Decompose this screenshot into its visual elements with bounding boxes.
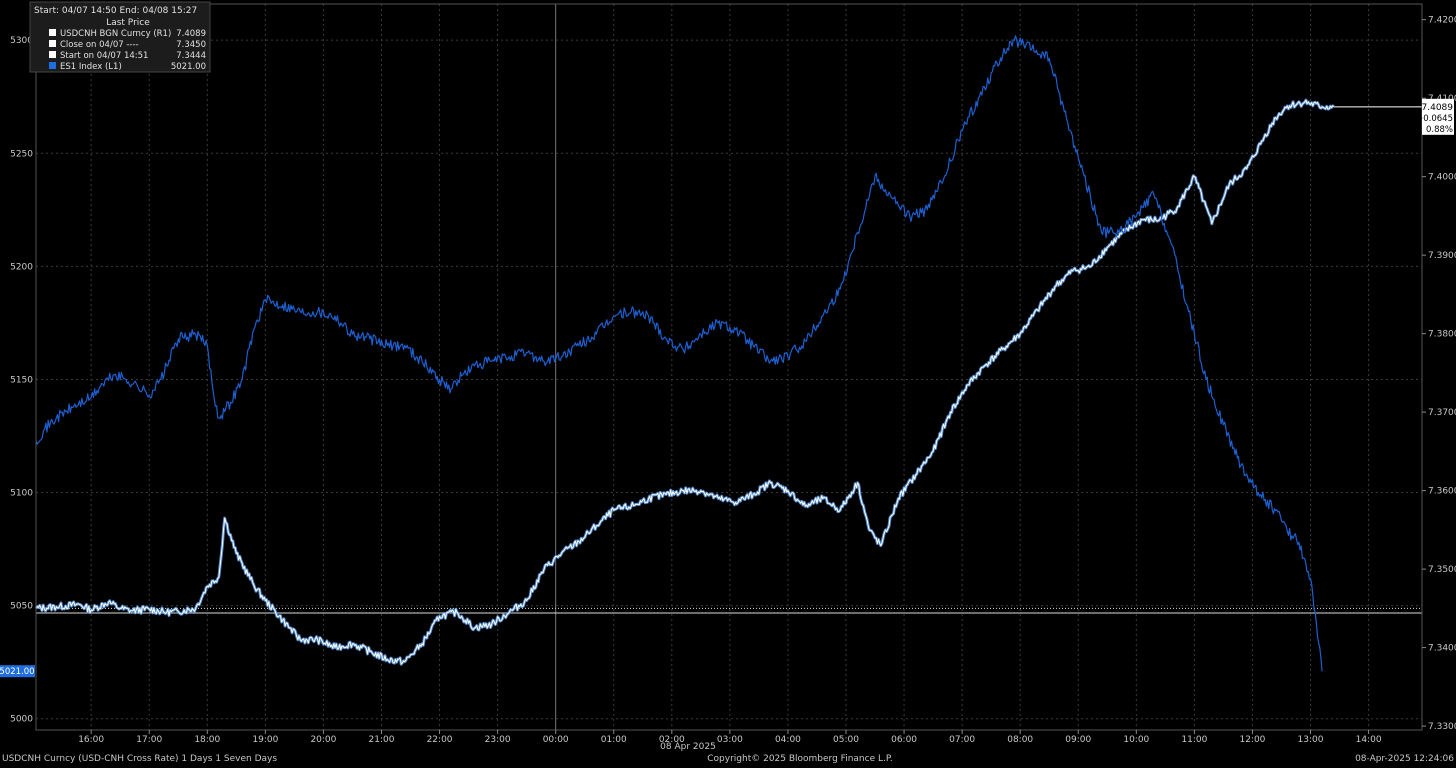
footer-left: USDCNH Curncy (USD-CNH Cross Rate) 1 Day… xyxy=(2,754,277,764)
usdcnh-series-glow xyxy=(34,98,1335,666)
footer-right: 08-Apr-2025 12:24:06 xyxy=(1355,754,1454,764)
x-tick-label: 17:00 xyxy=(136,735,162,745)
series-group xyxy=(34,35,1422,672)
right-tick-label: 7.3900 xyxy=(1428,251,1456,261)
x-tick-label: 08:00 xyxy=(1007,735,1033,745)
x-tick-label: 03:00 xyxy=(717,735,743,745)
legend-row-label: Start on 04/07 14:51 xyxy=(60,51,148,61)
x-tick-label: 09:00 xyxy=(1065,735,1091,745)
legend-row-value: 5021.00 xyxy=(171,62,206,72)
x-tick-label: 01:00 xyxy=(601,735,627,745)
left-flag-box xyxy=(0,665,35,678)
x-tick-label: 02:00 xyxy=(659,735,685,745)
x-tick-label: 12:00 xyxy=(1239,735,1265,745)
legend-header: Start: 04/07 14:50 End: 04/08 15:27 xyxy=(34,6,197,16)
legend-background xyxy=(29,1,211,73)
es1-series-line xyxy=(35,35,1323,672)
x-tick-label: 04:00 xyxy=(775,735,801,745)
footer: USDCNH Curncy (USD-CNH Cross Rate) 1 Day… xyxy=(2,742,1454,764)
right-tick-label: 7.3300 xyxy=(1428,722,1456,732)
right-tick-label: 7.3400 xyxy=(1428,644,1456,654)
legend-row-value: 7.3444 xyxy=(176,51,206,61)
date-label: 08 Apr 2025 xyxy=(660,742,716,752)
x-tick-label: 00:00 xyxy=(543,735,569,745)
right-flag-box xyxy=(1422,98,1454,135)
x-tick-label: 18:00 xyxy=(194,735,220,745)
footer-center: Copyright© 2025 Bloomberg Finance L.P. xyxy=(707,754,892,764)
axes: 16:00 17:00 18:00 19:00 20:00 21:00 22:00 23:00… xyxy=(10,3,1456,745)
left-tick-label: 5250 xyxy=(10,149,33,159)
legend-box: Start: 04/07 14:50 End: 04/08 15:27 Last … xyxy=(29,1,211,73)
reference-lines xyxy=(36,607,1422,614)
left-tick-label: 5100 xyxy=(10,489,33,499)
legend-row-label: Close on 04/07 ---- xyxy=(60,40,139,50)
legend-swatch xyxy=(49,40,56,47)
left-tick-label: 5200 xyxy=(10,262,33,272)
right-flag-pct: 0.88% xyxy=(1426,125,1453,135)
legend-swatch xyxy=(49,29,56,36)
x-tick-label: 16:00 xyxy=(78,735,104,745)
x-tick-label: 19:00 xyxy=(252,735,278,745)
right-tick-label: 7.3600 xyxy=(1428,487,1456,497)
right-tick-label: 7.3800 xyxy=(1428,330,1456,340)
right-tick-label: 7.4200 xyxy=(1428,16,1456,26)
legend-row-label: USDCNH BGN Curncy (R1) xyxy=(60,29,171,39)
legend-row-label: ES1 Index (L1) xyxy=(60,62,122,72)
x-tick-label: 10:00 xyxy=(1123,735,1149,745)
left-tick-label: 5050 xyxy=(10,602,33,612)
legend-row-value: 7.4089 xyxy=(176,29,206,39)
left-tick-label: 5300 xyxy=(10,36,33,46)
x-tick-label: 20:00 xyxy=(310,735,336,745)
x-tick-label: 22:00 xyxy=(427,735,453,745)
plot-frame xyxy=(35,3,1423,731)
x-tick-label: 05:00 xyxy=(833,735,859,745)
x-tick-label: 11:00 xyxy=(1181,735,1207,745)
right-tick-label: 7.3500 xyxy=(1428,565,1456,575)
left-flag-value: 5021.00 xyxy=(0,667,35,677)
x-tick-label: 14:00 xyxy=(1356,735,1382,745)
x-tick-label: 23:00 xyxy=(485,735,511,745)
right-flag-last: 7.4089 xyxy=(1422,103,1454,113)
x-tick-label: 07:00 xyxy=(949,735,975,745)
x-tick-label: 06:00 xyxy=(891,735,917,745)
x-tick-label: 21:00 xyxy=(369,735,395,745)
legend-swatch xyxy=(49,51,56,58)
legend-column-title: Last Price xyxy=(106,18,150,28)
legend-row-value: 7.3450 xyxy=(176,40,206,50)
usdcnh-series-line xyxy=(35,99,1335,665)
legend-swatch xyxy=(49,62,56,69)
left-tick-label: 5000 xyxy=(10,715,33,725)
right-flag-change: +0.0645 xyxy=(1416,114,1453,124)
left-tick-label: 5150 xyxy=(10,375,33,385)
x-tick-label: 13:00 xyxy=(1298,735,1324,745)
right-tick-label: 7.4000 xyxy=(1428,173,1456,183)
right-tick-label: 7.3700 xyxy=(1428,408,1456,418)
